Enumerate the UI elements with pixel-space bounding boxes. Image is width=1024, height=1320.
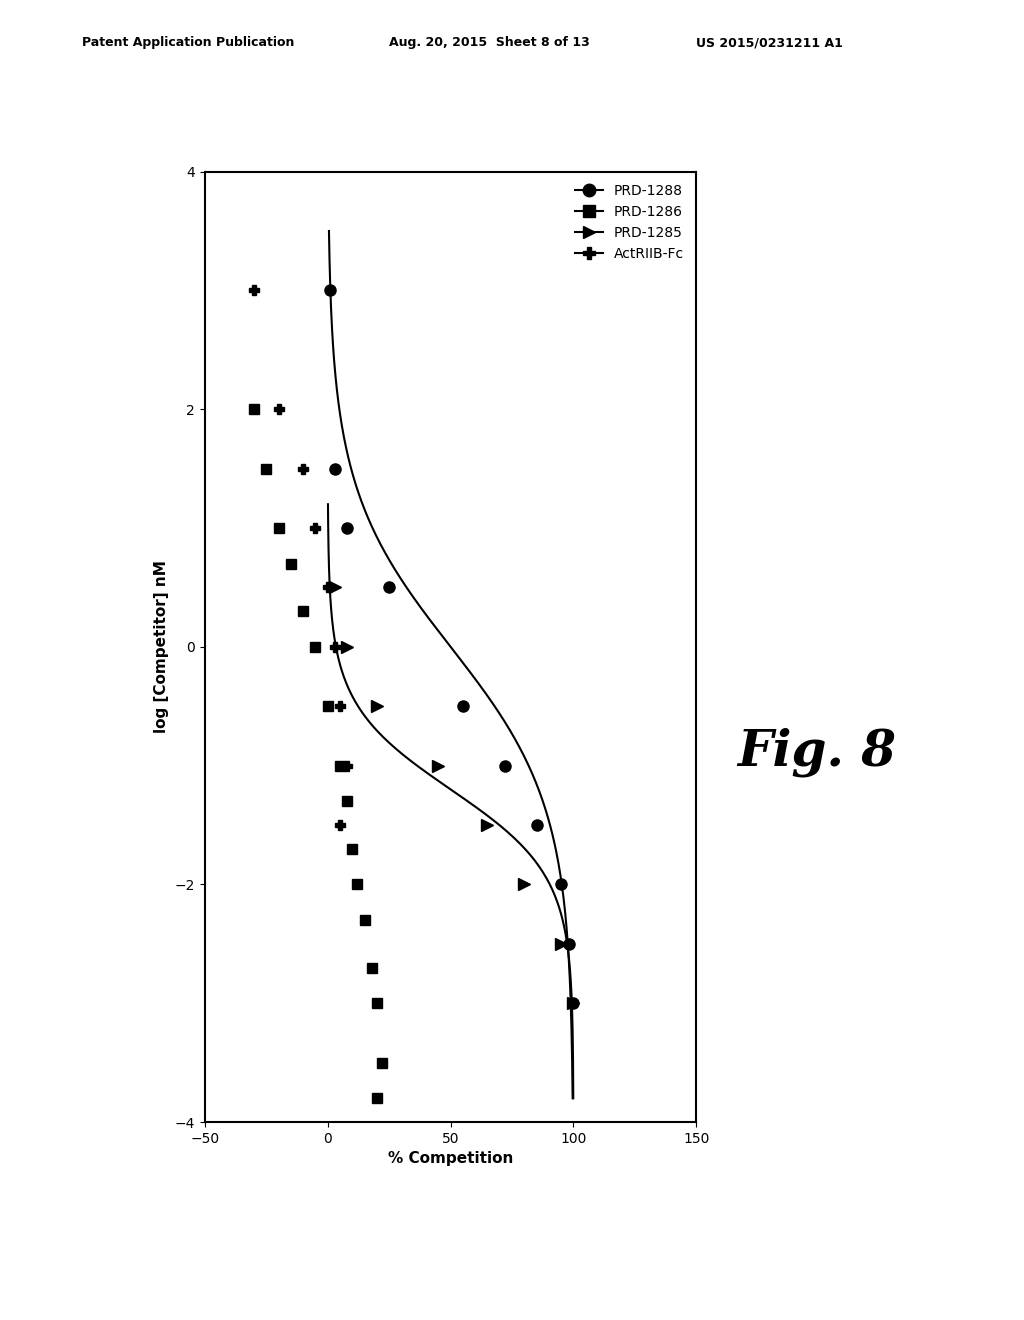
Text: Aug. 20, 2015  Sheet 8 of 13: Aug. 20, 2015 Sheet 8 of 13 [389,36,590,49]
Legend: PRD-1288, PRD-1286, PRD-1285, ActRIIB-Fc: PRD-1288, PRD-1286, PRD-1285, ActRIIB-Fc [569,178,689,267]
Y-axis label: log [Competitor] nM: log [Competitor] nM [155,561,169,733]
Text: US 2015/0231211 A1: US 2015/0231211 A1 [696,36,843,49]
Text: Fig. 8: Fig. 8 [737,727,896,777]
X-axis label: % Competition: % Competition [388,1151,513,1167]
Text: Patent Application Publication: Patent Application Publication [82,36,294,49]
